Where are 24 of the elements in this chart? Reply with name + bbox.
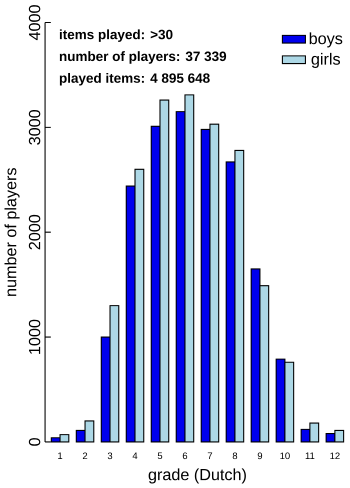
x-tick-label: 2 (82, 452, 88, 460)
x-tick-label: 11 (306, 452, 314, 459)
x-tick-label: 10 (280, 452, 290, 460)
y-tick-label: 2000 (28, 214, 40, 250)
y-tick-label: 0 (28, 438, 40, 446)
y-axis-title: number of players (4, 168, 20, 296)
annotation: number of players: 37 339 (60, 51, 226, 64)
y-tick-label: 1000 (28, 320, 40, 354)
x-tick-label: 5 (158, 452, 162, 460)
legend-label: boys (310, 32, 342, 48)
x-tick-label: 3 (108, 452, 112, 460)
y-tick-label: 3000 (28, 110, 40, 145)
y-tick-label: 4000 (28, 5, 40, 40)
x-tick-label: 12 (330, 452, 340, 460)
x-axis-title: grade (Dutch) (148, 468, 246, 484)
x-tick-label: 4 (132, 452, 138, 459)
x-tick-label: 1 (58, 452, 62, 459)
annotation: played items: 4 895 648 (60, 72, 210, 86)
x-tick-label: 8 (232, 452, 238, 460)
x-tick-label: 6 (182, 452, 188, 460)
x-tick-label: 7 (208, 452, 212, 459)
x-tick-label: 9 (258, 452, 262, 460)
legend-label: girls (312, 52, 340, 68)
annotation: items played: >30 (60, 29, 173, 42)
